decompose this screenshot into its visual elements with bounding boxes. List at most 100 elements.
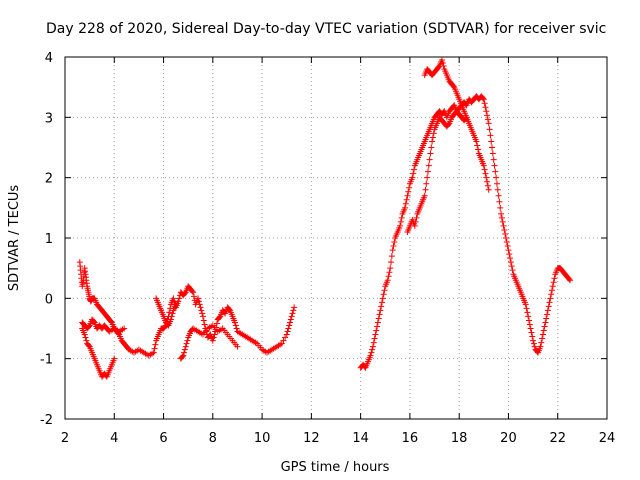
data-point [378, 299, 385, 306]
data-point [386, 269, 393, 276]
data-point [367, 352, 374, 359]
data-point [200, 317, 207, 324]
data-point [537, 343, 544, 350]
data-point [550, 279, 557, 286]
data-point [498, 214, 505, 221]
x-tick-label: 10 [254, 431, 271, 446]
data-point [480, 162, 487, 169]
data-point [196, 301, 203, 308]
data-point [198, 307, 205, 314]
data-point [567, 277, 574, 284]
data-point [397, 218, 404, 225]
data-point [287, 319, 294, 326]
y-axis-label: SDTVAR / TECUs [7, 185, 22, 292]
data-point [507, 255, 514, 262]
data-point [489, 150, 496, 157]
data-point [195, 295, 202, 302]
data-point [189, 288, 196, 295]
data-point [505, 247, 512, 254]
data-point [411, 166, 418, 173]
data-point [541, 323, 548, 330]
data-point [506, 251, 513, 258]
data-point [216, 314, 223, 321]
data-point [543, 315, 550, 322]
data-point [500, 222, 507, 229]
data-point [498, 210, 505, 217]
data-point [190, 289, 197, 296]
data-point [490, 156, 497, 163]
x-tick-label: 20 [500, 431, 517, 446]
data-point [166, 309, 173, 316]
data-point [489, 144, 496, 151]
data-point [290, 307, 297, 314]
data-point [190, 293, 197, 300]
data-point [231, 319, 238, 326]
data-point [531, 343, 538, 350]
data-point [438, 57, 445, 64]
y-tick-label: 2 [45, 172, 53, 187]
y-tick-label: 4 [45, 51, 53, 66]
data-point [424, 168, 431, 175]
data-point [479, 95, 486, 102]
x-tick-label: 18 [451, 431, 468, 446]
x-tick-label: 12 [303, 431, 320, 446]
data-point [473, 138, 480, 145]
data-point [428, 144, 435, 151]
data-point [403, 196, 410, 203]
data-point [282, 334, 289, 341]
data-point [530, 337, 537, 344]
data-point [195, 298, 202, 305]
data-point [483, 174, 490, 181]
data-point [488, 138, 495, 145]
data-point [183, 340, 190, 347]
data-point [482, 170, 489, 177]
data-point [388, 253, 395, 260]
x-tick-label: 8 [209, 431, 217, 446]
data-point [381, 287, 388, 294]
data-point [398, 214, 405, 221]
data-point [213, 320, 220, 327]
data-point [401, 204, 408, 211]
data-point [380, 291, 387, 298]
data-point [480, 96, 487, 103]
x-tick-label: 16 [402, 431, 419, 446]
data-point [423, 180, 430, 187]
data-point [527, 325, 534, 332]
data-point [503, 239, 510, 246]
data-point [291, 304, 298, 311]
data-point [387, 265, 394, 272]
data-point [199, 310, 206, 317]
data-point [179, 353, 186, 360]
data-point [210, 334, 217, 341]
data-point [372, 331, 379, 338]
data-point [439, 60, 446, 67]
y-tick-label: 3 [45, 111, 53, 126]
data-point [151, 345, 158, 352]
data-point [463, 114, 470, 121]
data-point [484, 112, 491, 119]
data-point [421, 192, 428, 199]
data-point [83, 337, 90, 344]
data-point [288, 313, 295, 320]
data-point [435, 64, 442, 71]
data-point [107, 318, 114, 325]
data-point [507, 259, 514, 266]
data-point [278, 340, 285, 347]
data-point [404, 192, 411, 199]
data-point [397, 222, 404, 229]
data-point [283, 331, 290, 338]
data-point [378, 303, 385, 310]
data-point [209, 337, 216, 344]
data-point [374, 319, 381, 326]
data-point [546, 299, 553, 306]
data-point [548, 291, 555, 298]
data-point [544, 307, 551, 314]
data-point [542, 319, 549, 326]
data-point [547, 295, 554, 302]
data-point [524, 309, 531, 316]
data-point [525, 313, 532, 320]
data-point [169, 310, 176, 317]
data-point [181, 349, 188, 356]
data-point [150, 349, 157, 356]
